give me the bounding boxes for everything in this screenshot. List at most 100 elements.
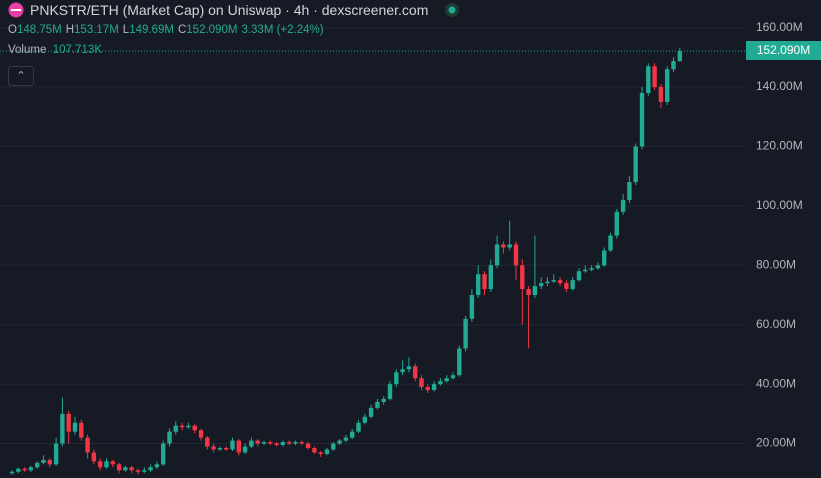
candle-body — [532, 286, 538, 295]
candle-body — [507, 244, 512, 248]
candle-body — [305, 443, 311, 448]
candle-body — [41, 459, 46, 463]
candle-body — [450, 375, 456, 379]
candle-body — [148, 467, 153, 471]
candle-body — [28, 467, 34, 471]
candle-body — [488, 265, 493, 290]
candle-body — [312, 447, 317, 453]
candle-body — [387, 384, 393, 399]
candle-body — [614, 211, 619, 236]
last-price-tag: 152.090M — [746, 41, 821, 61]
ohlc-key: O — [8, 24, 17, 36]
status-icon — [445, 3, 460, 17]
candle-body — [482, 274, 487, 290]
candle-body — [60, 413, 65, 444]
candle-body — [350, 431, 355, 438]
candle-body — [337, 440, 342, 444]
candle-body — [104, 461, 109, 468]
header: PNKSTR/ETH (Market Cap) on Uniswap · 4h … — [8, 2, 460, 18]
ohlc-key: C — [177, 24, 187, 36]
candle-body — [368, 407, 374, 417]
candle-body — [161, 443, 166, 465]
change: 3.33M (+2.24%) — [241, 24, 324, 36]
candle-body — [501, 244, 506, 248]
candle-body — [79, 422, 84, 438]
candle-body — [16, 468, 21, 472]
candle-body — [47, 459, 52, 465]
y-tick-label: 60.00M — [756, 317, 796, 331]
candle-body — [205, 437, 210, 447]
candle-body — [293, 442, 298, 444]
candle-body — [217, 447, 223, 450]
title: PNKSTR/ETH (Market Cap) on Uniswap · 4h … — [30, 2, 429, 18]
token-icon — [8, 2, 24, 18]
ohlc-value: 153.17M — [74, 24, 119, 36]
candle-body — [557, 280, 563, 284]
candle-body — [123, 467, 128, 471]
candle-body — [255, 440, 260, 444]
ohlc-row: O148.75M H153.17M L149.69M C152.090M 3.33M (… — [8, 24, 324, 36]
candle-body — [570, 280, 575, 290]
candle-body — [394, 372, 399, 385]
candle-body — [318, 452, 323, 454]
candle-body — [633, 146, 638, 183]
candle-body — [520, 265, 525, 290]
candle-body — [135, 470, 141, 472]
candle-body — [53, 443, 59, 465]
candle-body — [324, 449, 330, 454]
candle-body — [356, 422, 361, 432]
candle-body — [116, 464, 122, 471]
candle-body — [66, 413, 71, 432]
candle-body — [419, 378, 424, 388]
volume-label: Volume — [8, 44, 47, 56]
collapse-button[interactable]: ⌃ — [8, 66, 34, 86]
ohlc-value: 149.69M — [129, 24, 174, 36]
candle-body — [652, 66, 657, 88]
candle-body — [431, 384, 437, 391]
candle-body — [268, 442, 273, 444]
candle-body — [620, 199, 626, 212]
candle-body — [249, 440, 254, 447]
ohlc-key: L — [122, 24, 130, 36]
candle-body — [665, 69, 670, 102]
candle-body — [564, 283, 569, 290]
candle-body — [35, 462, 40, 468]
candle-body — [198, 430, 204, 438]
candle-body — [595, 265, 601, 269]
candle-body — [646, 66, 651, 93]
candle-body — [425, 387, 430, 391]
candle-body — [230, 440, 235, 450]
y-tick-label: 140.00M — [756, 79, 803, 93]
candle-body — [154, 464, 160, 468]
y-tick-label: 80.00M — [756, 257, 796, 271]
candle-body — [142, 470, 147, 472]
candle-body — [280, 442, 286, 446]
candle-body — [167, 431, 172, 444]
ohlc-key: H — [65, 24, 75, 36]
candle-body — [173, 425, 178, 432]
candle-body — [179, 425, 185, 428]
y-tick-label: 160.00M — [756, 20, 803, 34]
volume-value: 107.713K — [52, 44, 102, 56]
candle-body — [274, 443, 279, 446]
y-tick-label: 120.00M — [756, 139, 803, 153]
candle-body — [110, 461, 115, 465]
candle-body — [583, 269, 588, 272]
candle-body — [287, 442, 292, 444]
candle-body — [91, 452, 97, 462]
candle-body — [129, 467, 134, 471]
candle-body — [444, 378, 449, 382]
candle-body — [211, 446, 216, 450]
candle-body — [576, 271, 582, 281]
candle-body — [22, 468, 27, 471]
y-tick-label: 100.00M — [756, 198, 803, 212]
candle-body — [413, 366, 418, 379]
candle-body — [526, 289, 531, 295]
candle-body — [375, 401, 380, 408]
candle-body — [242, 446, 248, 453]
candle-body — [85, 437, 90, 453]
candle-body — [627, 182, 632, 200]
candle-body — [400, 369, 405, 373]
